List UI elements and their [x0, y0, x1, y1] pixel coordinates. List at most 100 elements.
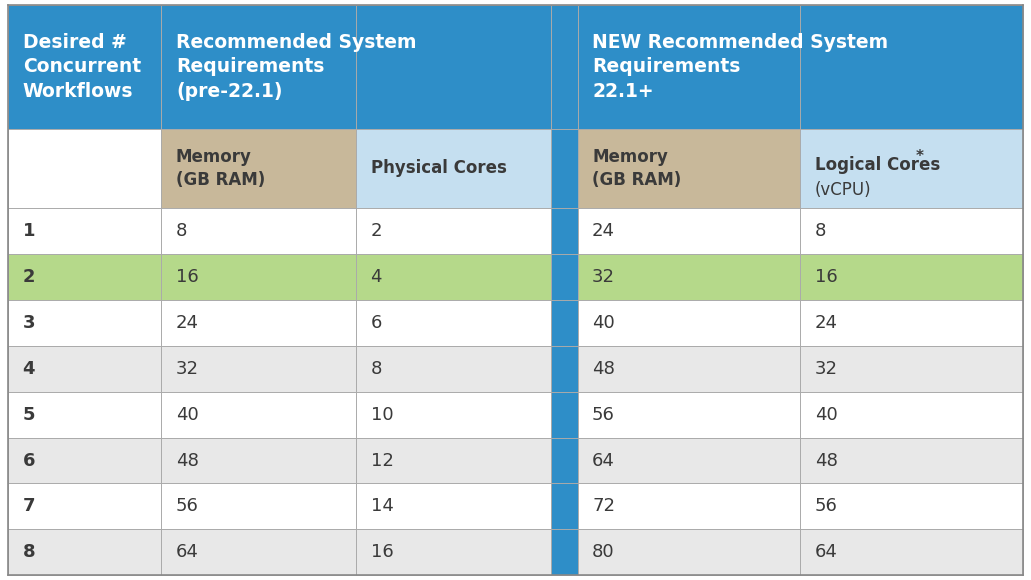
Bar: [8, 484, 162, 530]
Bar: [8, 392, 162, 437]
Bar: [8, 530, 162, 575]
Bar: [577, 346, 800, 392]
Bar: [8, 437, 162, 484]
Bar: [577, 484, 800, 530]
Text: 4: 4: [370, 268, 383, 286]
Text: 48: 48: [814, 451, 837, 469]
Text: 40: 40: [592, 314, 614, 332]
Bar: [551, 484, 577, 530]
Bar: [577, 129, 800, 208]
Text: 8: 8: [370, 360, 381, 378]
Bar: [356, 254, 551, 300]
Bar: [551, 300, 577, 346]
Bar: [577, 5, 1023, 129]
Bar: [551, 129, 577, 208]
Bar: [162, 129, 356, 208]
Text: 12: 12: [370, 451, 394, 469]
Text: 16: 16: [814, 268, 837, 286]
Text: 14: 14: [370, 498, 394, 516]
Text: 40: 40: [814, 405, 837, 423]
Text: 56: 56: [592, 405, 614, 423]
Bar: [162, 254, 356, 300]
Text: 7: 7: [23, 498, 35, 516]
Bar: [800, 530, 1023, 575]
Text: 6: 6: [23, 451, 35, 469]
Bar: [162, 392, 356, 437]
Text: 16: 16: [370, 543, 393, 561]
Text: 64: 64: [592, 451, 614, 469]
Text: 32: 32: [814, 360, 837, 378]
Bar: [577, 208, 800, 254]
Text: 2: 2: [23, 268, 35, 286]
Bar: [800, 300, 1023, 346]
Bar: [162, 300, 356, 346]
Bar: [551, 437, 577, 484]
Bar: [551, 208, 577, 254]
Bar: [577, 437, 800, 484]
Bar: [162, 530, 356, 575]
Bar: [800, 254, 1023, 300]
Text: 64: 64: [176, 543, 199, 561]
Bar: [800, 208, 1023, 254]
Bar: [356, 392, 551, 437]
Bar: [162, 484, 356, 530]
Text: Physical Cores: Physical Cores: [370, 160, 506, 177]
Text: 72: 72: [592, 498, 616, 516]
Text: 16: 16: [176, 268, 199, 286]
Bar: [551, 254, 577, 300]
Bar: [162, 437, 356, 484]
Bar: [551, 346, 577, 392]
Text: 24: 24: [814, 314, 837, 332]
Bar: [8, 5, 162, 129]
Bar: [162, 5, 551, 129]
Text: 32: 32: [592, 268, 616, 286]
Text: Logical Cores: Logical Cores: [814, 156, 940, 174]
Text: *: *: [916, 149, 924, 164]
Text: 40: 40: [176, 405, 199, 423]
Text: 56: 56: [814, 498, 837, 516]
Text: 24: 24: [592, 222, 616, 240]
Text: 10: 10: [370, 405, 393, 423]
Bar: [356, 129, 551, 208]
Bar: [577, 530, 800, 575]
Text: Desired #
Concurrent
Workflows: Desired # Concurrent Workflows: [23, 33, 141, 100]
Text: 32: 32: [176, 360, 199, 378]
Bar: [356, 530, 551, 575]
Bar: [551, 5, 577, 129]
Bar: [8, 129, 162, 208]
Bar: [356, 484, 551, 530]
Text: 48: 48: [592, 360, 614, 378]
Text: (vCPU): (vCPU): [814, 181, 871, 199]
Text: 1: 1: [23, 222, 35, 240]
Bar: [356, 208, 551, 254]
Bar: [8, 346, 162, 392]
Text: Memory
(GB RAM): Memory (GB RAM): [176, 148, 265, 189]
Bar: [162, 346, 356, 392]
Text: 48: 48: [176, 451, 199, 469]
Text: Memory
(GB RAM): Memory (GB RAM): [592, 148, 681, 189]
Bar: [162, 208, 356, 254]
Text: 8: 8: [814, 222, 826, 240]
Text: 80: 80: [592, 543, 614, 561]
Bar: [800, 437, 1023, 484]
Bar: [8, 300, 162, 346]
Text: 8: 8: [176, 222, 188, 240]
Bar: [551, 392, 577, 437]
Text: 56: 56: [176, 498, 199, 516]
Bar: [551, 530, 577, 575]
Text: 2: 2: [370, 222, 383, 240]
Bar: [356, 300, 551, 346]
Bar: [800, 346, 1023, 392]
Text: NEW Recommended System
Requirements
22.1+: NEW Recommended System Requirements 22.1…: [592, 33, 888, 100]
Text: 3: 3: [23, 314, 35, 332]
Bar: [356, 346, 551, 392]
Bar: [800, 484, 1023, 530]
Bar: [800, 392, 1023, 437]
Text: 4: 4: [23, 360, 35, 378]
Text: 5: 5: [23, 405, 35, 423]
Bar: [356, 437, 551, 484]
Bar: [577, 300, 800, 346]
Text: 6: 6: [370, 314, 381, 332]
Text: 8: 8: [23, 543, 35, 561]
Text: 64: 64: [814, 543, 837, 561]
